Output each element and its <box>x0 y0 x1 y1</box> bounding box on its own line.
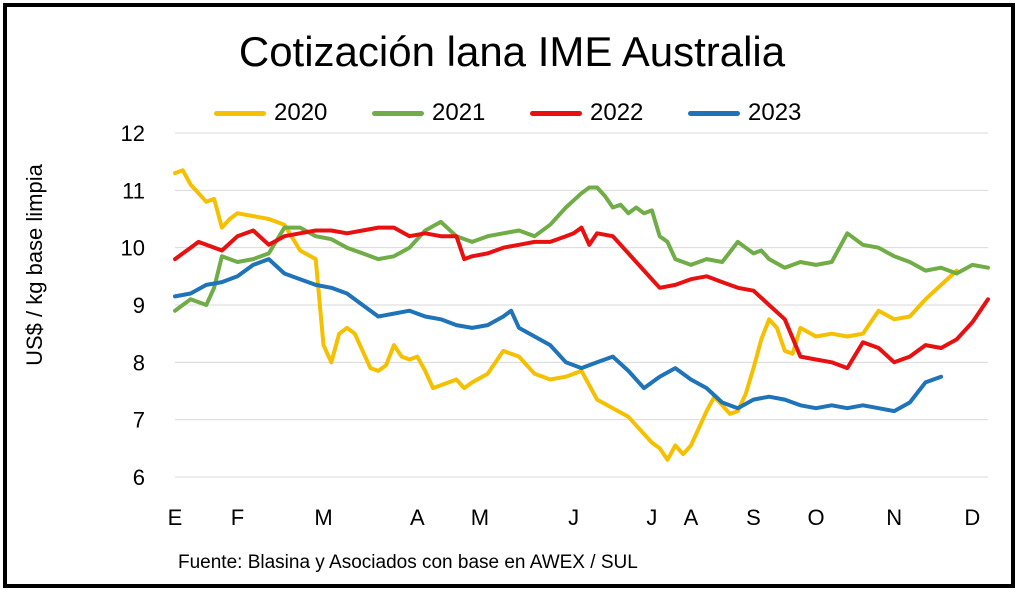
source-note: Fuente: Blasina y Asociados con base en … <box>178 552 638 573</box>
legend-swatch-2020 <box>214 110 266 116</box>
y-tick-label: 7 <box>133 408 145 433</box>
series-line-2021 <box>173 185 990 313</box>
chart-title: Cotización lana IME Australia <box>238 28 786 75</box>
x-tick-label: O <box>807 505 824 530</box>
legend-label-2021: 2021 <box>432 99 486 126</box>
x-tick-label: F <box>231 505 244 530</box>
series-line-2022 <box>173 225 990 371</box>
y-tick-label: 10 <box>121 236 145 261</box>
legend-item-2022: 2022 <box>530 96 643 130</box>
legend-item-2020: 2020 <box>214 96 327 130</box>
y-tick-label: 6 <box>133 465 145 490</box>
legend-swatch-2023 <box>688 110 740 116</box>
series-line-2020 <box>173 168 959 462</box>
x-tick-label: A <box>410 505 425 530</box>
legend-swatch-2022 <box>530 110 582 116</box>
legend-label-2023: 2023 <box>748 99 802 126</box>
y-tick-label: 11 <box>122 178 145 203</box>
legend-item-2023: 2023 <box>688 96 801 130</box>
x-tick-label: M <box>314 505 332 530</box>
y-tick-label: 12 <box>121 121 145 146</box>
legend-swatch-2021 <box>372 110 424 116</box>
y-tick-label: 8 <box>133 350 145 375</box>
x-tick-label: J <box>568 505 579 530</box>
series-line-2023 <box>173 257 944 414</box>
legend-label-2022: 2022 <box>590 99 644 126</box>
legend-label-2020: 2020 <box>274 99 328 126</box>
x-tick-label: J <box>646 505 657 530</box>
legend-item-2021: 2021 <box>372 96 485 130</box>
x-tick-label: E <box>168 505 183 530</box>
y-tick-label: 9 <box>133 293 145 318</box>
chart-frame <box>3 3 1015 588</box>
x-tick-label: N <box>886 505 902 530</box>
x-tick-label: D <box>964 505 980 530</box>
x-tick-label: S <box>746 505 761 530</box>
chart-legend: 2020 2021 2022 2023 <box>0 96 1024 130</box>
x-tick-label: M <box>471 505 489 530</box>
x-tick-label: A <box>684 505 699 530</box>
